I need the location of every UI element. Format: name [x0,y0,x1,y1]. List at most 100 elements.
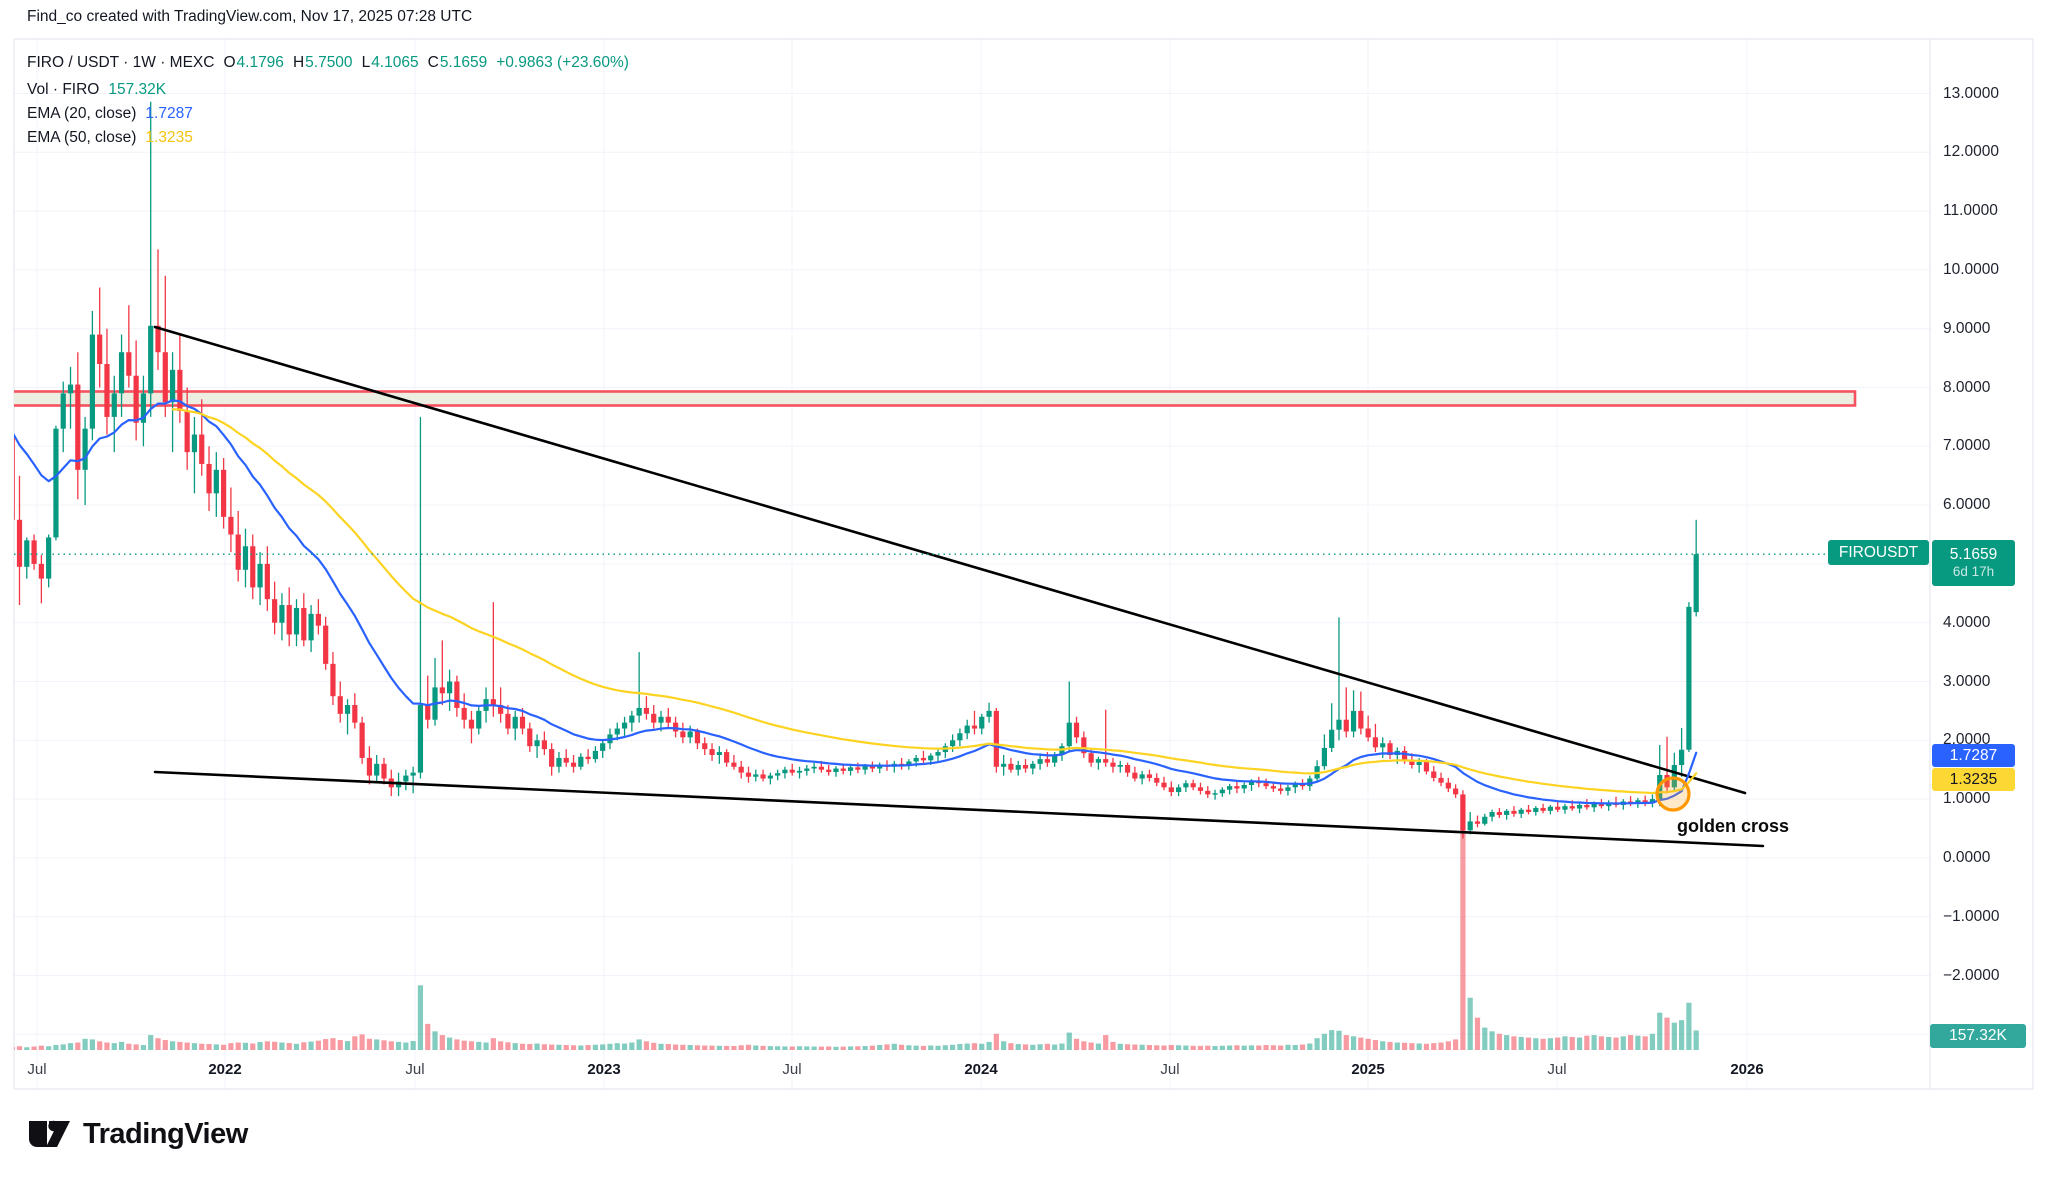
volume-bar [636,1039,642,1050]
candle-body [352,705,358,723]
candle-body [1278,788,1284,791]
candle-body [1190,783,1196,788]
volume-bar [337,1040,343,1050]
candle-body [1584,804,1590,808]
candle-body [1241,784,1247,789]
volume-bar [366,1038,373,1050]
price-axis-label: 9.0000 [1943,319,1991,337]
volume-bar [957,1044,963,1050]
volume-bar [454,1039,460,1050]
volume-bar [31,1046,37,1050]
volume-bar [847,1046,854,1050]
candle-body [993,710,999,767]
volume-bar [1533,1038,1539,1050]
volume-bar [1438,1042,1444,1050]
volume-bar [381,1040,387,1050]
candle-body [760,774,766,779]
volume-bar [257,1042,263,1050]
ohlc-open: O 4.1796 [223,54,284,71]
volume-bar [607,1043,613,1050]
volume-bar [1088,1042,1094,1050]
volume-bar [556,1044,562,1050]
volume-bar [75,1042,81,1050]
legend-ema20-row[interactable]: EMA (20, close) 1.7287 [27,104,193,124]
volume-bar [1569,1036,1575,1050]
volume-bar [1299,1044,1306,1050]
candle-body [957,733,963,741]
price-axis-label: 6.0000 [1943,496,1991,514]
volume-bar [169,1041,176,1050]
volume-bar [570,1045,577,1050]
price-axis-label: 7.0000 [1943,437,1991,455]
descending-resistance-trendline[interactable] [153,325,1747,795]
candle-body [498,705,504,714]
candle-body [920,757,927,761]
volume-bar [1401,1042,1408,1050]
volume-bar [1358,1037,1364,1050]
volume-bar [687,1045,693,1050]
resistance-zone-drawing[interactable] [11,390,1857,407]
volume-bar [330,1038,336,1050]
candle-body [1693,554,1699,613]
volume-bar [651,1042,657,1050]
golden-cross-circle-drawing[interactable] [1655,776,1691,812]
volume-bar [447,1037,453,1050]
volume-bar [1598,1036,1605,1050]
golden-cross-annotation[interactable]: golden cross [1677,816,1790,836]
candle-body [1022,764,1029,769]
candle-body [1176,787,1182,793]
candle-body [629,715,635,723]
candle-body [738,766,744,773]
volume-bar [417,985,424,1050]
volume-bar [1008,1043,1014,1050]
candle-body [709,749,715,755]
candle-body [716,752,722,755]
descending-support-trendline[interactable] [153,770,1765,848]
legend-volume-row[interactable]: Vol · FIRO 157.32K [27,80,166,100]
candle-body [1525,809,1532,813]
price-axis-label: 0.0000 [1943,848,1991,866]
candle-body [439,687,445,694]
volume-bar [1504,1035,1510,1050]
candle-body [1467,821,1473,831]
volume-bar [16,1046,23,1050]
volume-bar [264,1041,270,1050]
volume-bar [126,1043,132,1050]
volume-bar [162,1040,168,1050]
candle-body [1270,786,1276,789]
volume-bar [14,1046,15,1050]
candle-body [425,705,431,720]
volume-bar [629,1042,635,1050]
volume-bar [913,1045,919,1050]
legend-ema50-row[interactable]: EMA (50, close) 1.3235 [27,128,193,148]
volume-bar [1219,1045,1225,1050]
candle-body [250,546,256,588]
candle-body [60,393,66,429]
volume-bar [760,1045,766,1050]
candle-body [767,775,773,779]
volume-bar [527,1044,533,1050]
candle-body [293,608,300,635]
time-axis-label: 2024 [964,1061,998,1078]
volume-bar [920,1045,927,1050]
volume-bar [1329,1030,1335,1050]
ema50-line [171,408,1698,795]
candle-body [549,749,555,767]
volume-bar [1124,1044,1131,1050]
candle-body [1555,806,1561,810]
ohlc-close: C 5.1659 [427,54,488,71]
volume-bar [789,1046,795,1050]
candle-body [1591,803,1597,808]
candle-body [1015,764,1021,770]
volume-bar [1117,1043,1123,1050]
volume-bar [1343,1035,1349,1050]
volume-bar [1613,1037,1619,1050]
price-axis-label: 8.0000 [1943,378,1991,396]
volume-bar [490,1038,496,1050]
legend-symbol-row[interactable]: FIRO / USDT · 1W · MEXC O 4.1796 H 5.7500 … [27,53,629,73]
volume-bar [1606,1036,1612,1050]
tradingview-logo[interactable]: TradingView [27,1115,248,1153]
volume-bar [1664,1017,1670,1050]
candle-body [1511,810,1517,814]
